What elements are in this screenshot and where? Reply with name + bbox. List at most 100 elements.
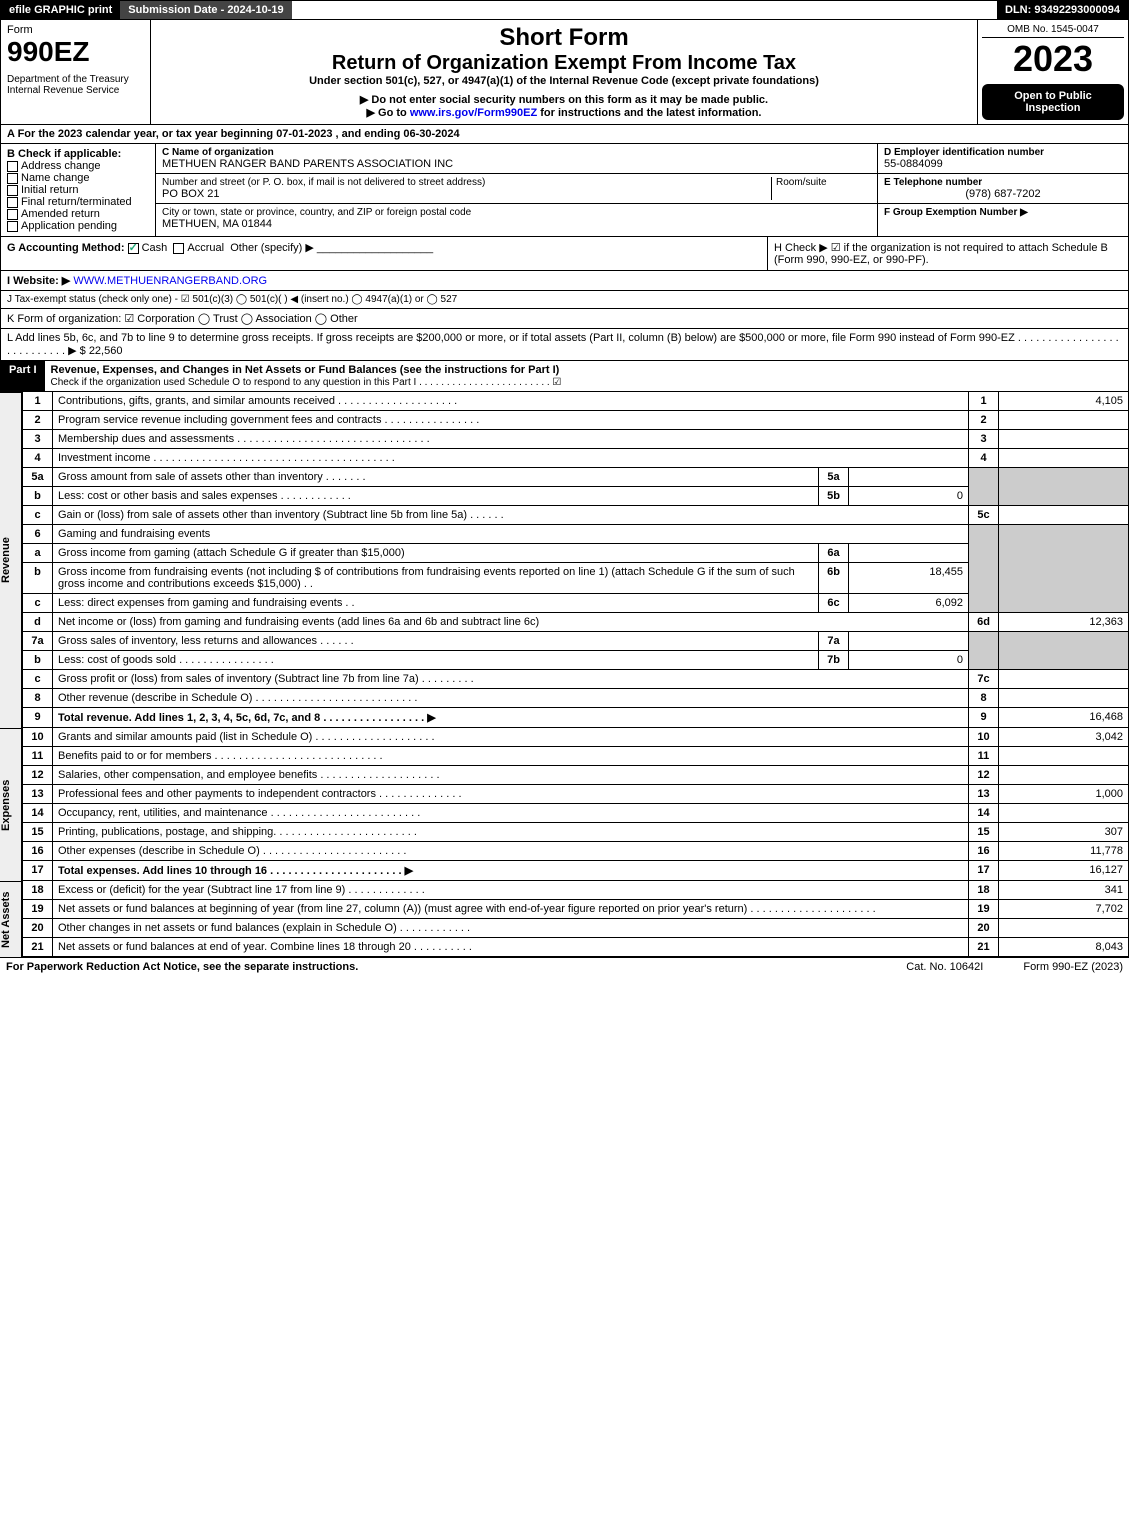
section-a: A For the 2023 calendar year, or tax yea… [0, 125, 1129, 144]
org-city: METHUEN, MA 01844 [162, 218, 871, 230]
note-goto: ▶ Go to www.irs.gov/Form990EZ for instru… [155, 106, 973, 119]
expenses-table: 10Grants and similar amounts paid (list … [22, 728, 1129, 881]
chk-amended[interactable] [7, 209, 18, 220]
submission-date: Submission Date - 2024-10-19 [120, 1, 291, 19]
note-ssn: ▶ Do not enter social security numbers o… [155, 93, 973, 106]
section-gh: G Accounting Method: Cash Accrual Other … [0, 237, 1129, 271]
gross-receipts: 22,560 [89, 345, 123, 357]
line-4: Investment income . . . . . . . . . . . … [53, 449, 969, 468]
amt-6d: 12,363 [999, 613, 1129, 632]
amt-17: 16,127 [999, 861, 1129, 881]
room-label: Room/suite [776, 177, 871, 188]
tel-value: (978) 687-7202 [884, 188, 1122, 200]
omb-label: OMB No. 1545-0047 [982, 24, 1124, 38]
line-6b: Gross income from fundraising events (no… [53, 563, 819, 594]
amt-13: 1,000 [999, 785, 1129, 804]
section-b-label: B Check if applicable: [7, 148, 149, 160]
line-5a: Gross amount from sale of assets other t… [53, 468, 819, 487]
section-b: B Check if applicable: Address change Na… [1, 144, 156, 236]
tax-year: 2023 [982, 38, 1124, 80]
chk-final[interactable] [7, 197, 18, 208]
amt-16: 11,778 [999, 842, 1129, 861]
amt-9: 16,468 [999, 708, 1129, 728]
amt-15: 307 [999, 823, 1129, 842]
chk-cash[interactable] [128, 243, 139, 254]
title-main: Return of Organization Exempt From Incom… [155, 52, 973, 75]
part1-checknote: Check if the organization used Schedule … [51, 377, 562, 388]
line-16: Other expenses (describe in Schedule O) … [53, 842, 969, 861]
netassets-sidelabel: Net Assets [0, 881, 22, 957]
line-18: Excess or (deficit) for the year (Subtra… [53, 881, 969, 900]
line-7b: Less: cost of goods sold . . . . . . . .… [53, 651, 819, 670]
part1-badge: Part I [1, 361, 45, 391]
line-3: Membership dues and assessments . . . . … [53, 430, 969, 449]
city-label: City or town, state or province, country… [162, 207, 871, 218]
amt-10: 3,042 [999, 728, 1129, 747]
website-link[interactable]: WWW.METHUENRANGERBAND.ORG [73, 275, 267, 287]
chk-accrual[interactable] [173, 243, 184, 254]
line-12: Salaries, other compensation, and employ… [53, 766, 969, 785]
line-11: Benefits paid to or for members . . . . … [53, 747, 969, 766]
open-inspection-badge: Open to Public Inspection [982, 84, 1124, 120]
revenue-sidelabel: Revenue [0, 392, 22, 728]
group-exemption-label: F Group Exemption Number ▶ [884, 207, 1122, 218]
line-21: Net assets or fund balances at end of ye… [53, 938, 969, 957]
expenses-sidelabel: Expenses [0, 728, 22, 881]
netassets-table: 18Excess or (deficit) for the year (Subt… [22, 881, 1129, 957]
title-sub: Under section 501(c), 527, or 4947(a)(1)… [155, 75, 973, 87]
efile-label: efile GRAPHIC print [1, 1, 120, 19]
line-1: Contributions, gifts, grants, and simila… [53, 392, 969, 411]
section-bcd: B Check if applicable: Address change Na… [0, 144, 1129, 237]
line-5b: Less: cost or other basis and sales expe… [53, 487, 819, 506]
form-header: Form 990EZ Department of the Treasury In… [0, 20, 1129, 125]
irs-link[interactable]: www.irs.gov/Form990EZ [410, 107, 537, 119]
amt-6b: 18,455 [849, 563, 969, 594]
part1-header: Part I Revenue, Expenses, and Changes in… [0, 361, 1129, 392]
section-k: K Form of organization: ☑ Corporation ◯ … [0, 309, 1129, 329]
chk-name[interactable] [7, 173, 18, 184]
line-14: Occupancy, rent, utilities, and maintena… [53, 804, 969, 823]
line-6d: Net income or (loss) from gaming and fun… [53, 613, 969, 632]
form-number: 990EZ [7, 36, 144, 68]
org-addr: PO BOX 21 [162, 188, 771, 200]
chk-address[interactable] [7, 161, 18, 172]
dln-label: DLN: 93492293000094 [997, 1, 1128, 19]
amt-1: 4,105 [999, 392, 1129, 411]
chk-pending[interactable] [7, 221, 18, 232]
paperwork-notice: For Paperwork Reduction Act Notice, see … [6, 961, 358, 973]
form-label: Form [7, 24, 144, 36]
form-ref: Form 990-EZ (2023) [1023, 961, 1123, 973]
netassets-block: Net Assets 18Excess or (deficit) for the… [0, 881, 1129, 957]
tel-label: E Telephone number [884, 177, 1122, 188]
line-6a: Gross income from gaming (attach Schedul… [53, 544, 819, 563]
cat-no: Cat. No. 10642I [906, 961, 983, 973]
amt-18: 341 [999, 881, 1129, 900]
section-def: D Employer identification number 55-0884… [878, 144, 1128, 236]
chk-initial[interactable] [7, 185, 18, 196]
amt-6c: 6,092 [849, 594, 969, 613]
website-label: I Website: ▶ [7, 275, 70, 287]
org-name-label: C Name of organization [162, 147, 871, 158]
section-h: H Check ▶ ☑ if the organization is not r… [768, 237, 1128, 270]
top-bar: efile GRAPHIC print Submission Date - 20… [0, 0, 1129, 20]
expenses-block: Expenses 10Grants and similar amounts pa… [0, 728, 1129, 881]
amt-21: 8,043 [999, 938, 1129, 957]
ein-value: 55-0884099 [884, 158, 1122, 170]
section-l: L Add lines 5b, 6c, and 7b to line 9 to … [0, 329, 1129, 361]
page-footer: For Paperwork Reduction Act Notice, see … [0, 957, 1129, 976]
line-7c: Gross profit or (loss) from sales of inv… [53, 670, 969, 689]
line-10: Grants and similar amounts paid (list in… [53, 728, 969, 747]
title-short: Short Form [155, 24, 973, 52]
amt-19: 7,702 [999, 900, 1129, 919]
revenue-table: 1Contributions, gifts, grants, and simil… [22, 392, 1129, 728]
line-9: Total revenue. Add lines 1, 2, 3, 4, 5c,… [53, 708, 969, 728]
section-c: C Name of organization METHUEN RANGER BA… [156, 144, 878, 236]
revenue-block: Revenue 1Contributions, gifts, grants, a… [0, 392, 1129, 728]
part1-title: Revenue, Expenses, and Changes in Net As… [51, 364, 560, 376]
line-19: Net assets or fund balances at beginning… [53, 900, 969, 919]
line-6c: Less: direct expenses from gaming and fu… [53, 594, 819, 613]
ein-label: D Employer identification number [884, 147, 1122, 158]
line-13: Professional fees and other payments to … [53, 785, 969, 804]
section-i: I Website: ▶ WWW.METHUENRANGERBAND.ORG [0, 271, 1129, 291]
addr-label: Number and street (or P. O. box, if mail… [162, 177, 771, 188]
